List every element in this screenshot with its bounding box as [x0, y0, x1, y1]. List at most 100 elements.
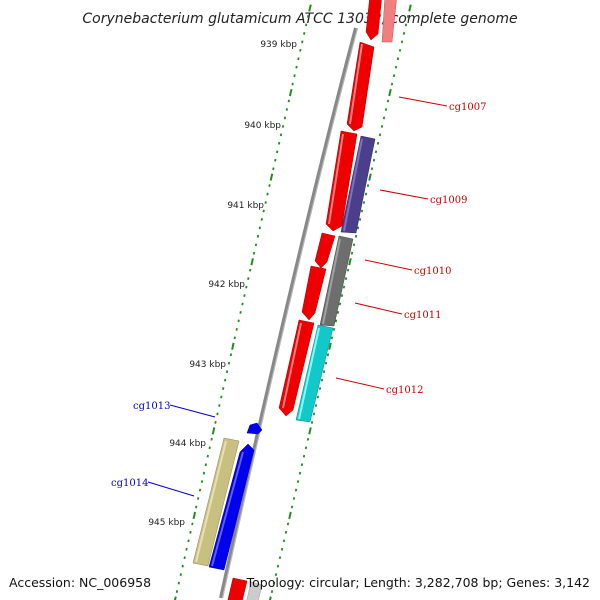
right-scale-major-tick: [268, 596, 272, 600]
right-scale-minor-tick: [364, 192, 368, 196]
gene-cg1012-shine: [298, 327, 320, 420]
left-scale-minor-tick: [249, 268, 252, 272]
right-scale-minor-tick: [374, 150, 378, 154]
gene-cg1009-shine: [343, 138, 363, 232]
left-scale-minor-tick: [243, 294, 246, 297]
left-scale-minor-tick: [281, 124, 285, 128]
right-scale-minor-tick: [336, 310, 340, 314]
left-scale-minor-tick: [206, 454, 209, 458]
left-scale-minor-tick: [268, 184, 271, 188]
left-scale-minor-tick: [183, 556, 186, 560]
left-scale-major-tick: [250, 258, 254, 266]
left-scale-major-tick: [269, 173, 274, 181]
right-scale-minor-tick: [306, 437, 310, 441]
right-scale-minor-tick: [278, 556, 282, 560]
right-scale-minor-tick: [400, 40, 404, 44]
gene-cg1007-shine: [349, 43, 363, 125]
gene-cg1011-arrow[interactable]: [301, 265, 327, 321]
left-scale-minor-tick: [291, 82, 294, 86]
gene-label-cg1007[interactable]: cg1007: [449, 102, 486, 113]
right-scale-minor-tick: [354, 234, 358, 238]
right-scale-minor-tick: [300, 463, 304, 467]
left-scale-minor-tick: [293, 74, 296, 78]
left-scale-minor-tick: [272, 167, 275, 171]
right-scale-minor-tick: [394, 65, 398, 69]
left-scale-minor-tick: [260, 217, 263, 221]
left-scale-minor-tick: [285, 108, 288, 111]
left-scale-major-tick: [288, 88, 293, 97]
left-scale-minor-tick: [185, 547, 188, 551]
left-scale-minor-tick: [283, 116, 287, 120]
gene-red-940-arrow[interactable]: [325, 130, 358, 232]
left-scale-minor-tick: [202, 471, 206, 475]
right-scale-major-tick: [408, 4, 412, 12]
right-scale-minor-tick: [302, 454, 306, 458]
left-scale-minor-tick: [278, 141, 281, 145]
gene-arrow-top-red[interactable]: [365, 0, 382, 41]
right-scale-minor-tick: [318, 387, 322, 391]
right-scale-major-tick: [368, 173, 372, 181]
left-scale-major-tick: [308, 4, 312, 12]
left-scale-minor-tick: [258, 226, 261, 230]
scale-ticks-right: [268, 4, 412, 600]
left-scale-minor-tick: [237, 319, 240, 323]
map-title: Corynebacterium glutamicum ATCC 13032, c…: [82, 11, 517, 27]
right-scale-minor-tick: [276, 564, 280, 568]
left-scale-minor-tick: [287, 99, 290, 103]
gene-label-cg1014[interactable]: cg1014: [111, 478, 148, 489]
left-scale-minor-tick: [187, 539, 190, 543]
gene-label-cg1012[interactable]: cg1012: [386, 385, 423, 396]
right-scale-minor-tick: [366, 184, 370, 188]
left-scale-minor-tick: [299, 48, 302, 52]
right-scale-major-tick: [388, 88, 392, 97]
right-scale-minor-tick: [282, 539, 286, 543]
gene-cg1010-arrow[interactable]: [319, 235, 354, 327]
left-scale-major-tick: [192, 511, 197, 520]
gene-red-942-shine: [282, 322, 302, 409]
gene-khaki-arrow[interactable]: [192, 437, 240, 567]
gene-cg1007-arrow[interactable]: [346, 41, 375, 132]
right-scale-minor-tick: [382, 116, 386, 120]
left-scale-minor-tick: [179, 573, 182, 577]
left-scale-minor-tick: [247, 277, 250, 281]
chromosome-backbone: [219, 27, 358, 599]
right-scale-minor-tick: [338, 302, 342, 306]
gene-cg1012-arrow[interactable]: [295, 324, 334, 423]
left-scale-minor-tick: [305, 23, 308, 27]
scale-labels: 939 kbp 940 kbp 941 kbp 942 kbp 943 kbp …: [148, 40, 297, 528]
left-scale-minor-tick: [224, 378, 227, 382]
gene-label-cg1011[interactable]: cg1011: [404, 310, 441, 321]
gene-arrow-bottom-grey[interactable]: [245, 581, 263, 600]
right-scale-minor-tick: [392, 74, 396, 78]
gene-arrow-bottom-red[interactable]: [226, 577, 248, 600]
gene-label-cg1013[interactable]: cg1013: [133, 401, 170, 412]
left-scale-minor-tick: [200, 480, 204, 484]
right-scale-minor-tick: [398, 48, 402, 52]
right-scale-minor-tick: [332, 327, 336, 331]
right-scale-minor-tick: [284, 530, 288, 534]
right-scale-minor-tick: [390, 82, 394, 86]
left-scale-minor-tick: [208, 446, 211, 450]
right-scale-minor-tick: [346, 268, 350, 272]
gene-cg1013-arrow[interactable]: [246, 422, 263, 435]
right-scale-minor-tick: [360, 209, 364, 213]
right-scale-minor-tick: [292, 497, 296, 500]
gene-cg1010-shine: [322, 238, 341, 325]
left-scale-minor-tick: [175, 590, 179, 593]
left-scale-major-tick: [211, 427, 216, 435]
left-scale-minor-tick: [229, 353, 233, 357]
left-scale-minor-tick: [222, 387, 225, 391]
gene-cg1009-arrow[interactable]: [340, 135, 376, 234]
gene-label-cg1009[interactable]: cg1009: [430, 195, 467, 206]
scale-label-942: 942 kbp: [208, 280, 245, 290]
left-scale-minor-tick: [245, 285, 248, 289]
left-scale-minor-tick: [254, 243, 258, 247]
left-scale-minor-tick: [252, 251, 256, 255]
gene-red-942-arrow[interactable]: [278, 319, 315, 417]
left-scale-minor-tick: [279, 133, 283, 137]
scale-label-945: 945 kbp: [148, 518, 185, 528]
gene-label-cg1010[interactable]: cg1010: [414, 266, 451, 277]
left-scale-minor-tick: [189, 530, 192, 534]
gene-red-941-arrow[interactable]: [314, 232, 336, 269]
gene-arrow-top-pink[interactable]: [381, 0, 397, 43]
